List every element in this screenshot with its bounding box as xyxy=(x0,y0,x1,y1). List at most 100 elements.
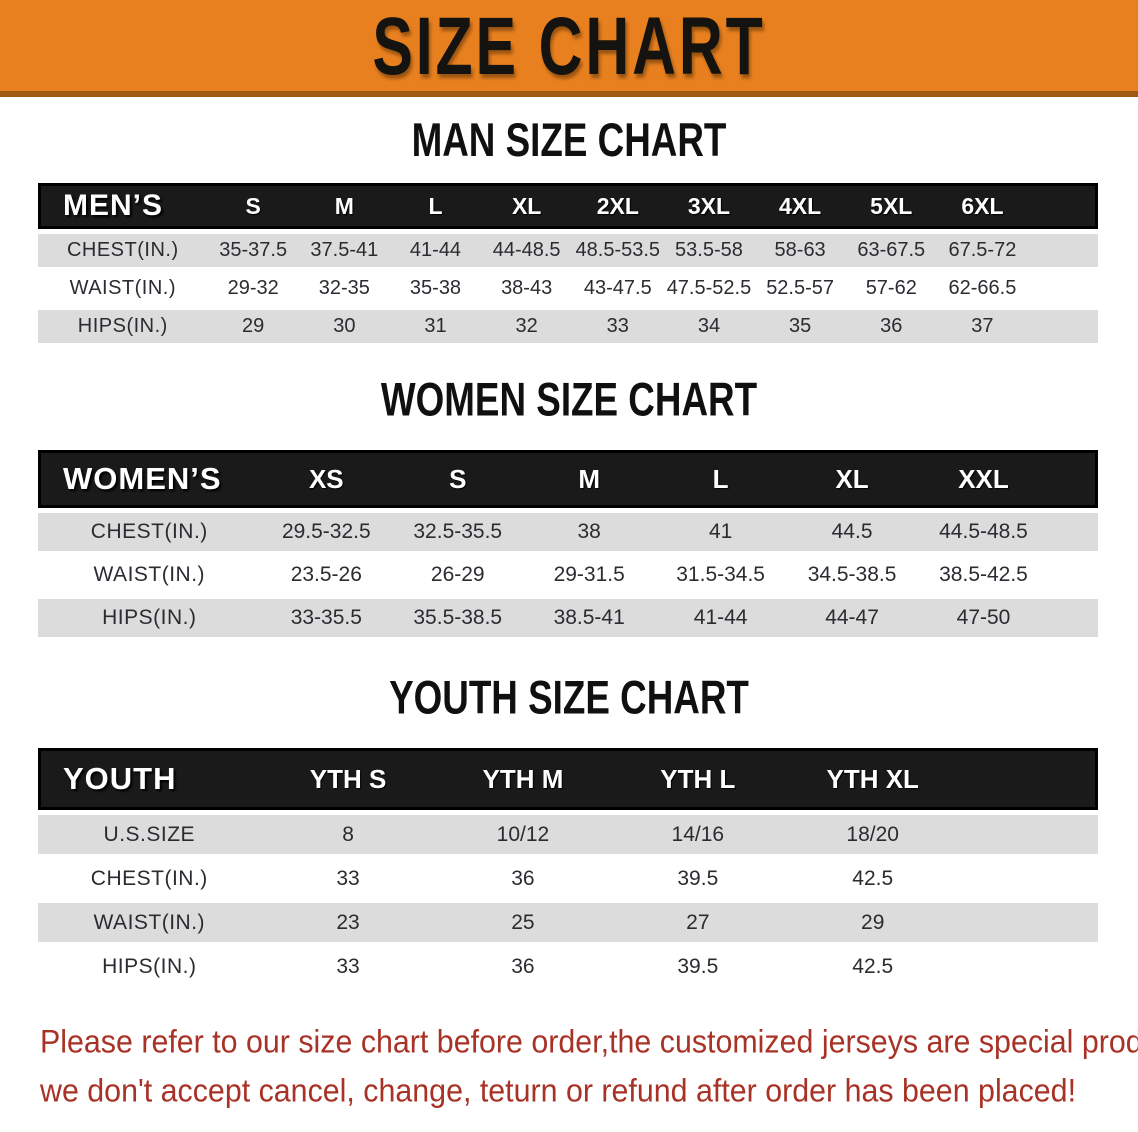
women-size-value: 35.5-38.5 xyxy=(392,599,524,637)
men-size-value: 47.5-52.5 xyxy=(663,272,755,305)
men-size-value: 30 xyxy=(298,310,390,343)
women-size-value: 41-44 xyxy=(654,599,787,637)
women-size-value: 38.5-41 xyxy=(523,599,655,637)
women-size-section: WOMEN SIZE CHART WOMEN’S XS S M L XL XXL CHEST(… xyxy=(0,374,1138,642)
men-column-header: 2XL xyxy=(572,183,664,229)
women-size-value: 34.5-38.5 xyxy=(786,556,918,594)
men-size-value: 53.5-58 xyxy=(663,234,755,267)
youth-table: YOUTH YTH S YTH M YTH L YTH XL U.S.SIZE 8 10/12… xyxy=(38,743,1098,991)
women-row-spacer xyxy=(1049,599,1098,637)
youth-size-value: 36 xyxy=(435,859,611,898)
men-column-header: 3XL xyxy=(663,183,755,229)
women-measure-row: HIPS(IN.) 33-35.5 35.5-38.5 38.5-41 41-44 44-… xyxy=(38,599,1098,637)
men-row-spacer xyxy=(1028,272,1098,305)
youth-section-heading: YOUTH SIZE CHART xyxy=(389,671,749,724)
size-chart-banner: SIZE CHART xyxy=(0,0,1138,97)
youth-header-row: YOUTH YTH S YTH M YTH L YTH XL xyxy=(38,748,1098,810)
men-header-row: MEN’S S M L XL 2XL 3XL 4XL 5XL 6XL xyxy=(38,183,1098,229)
men-size-value: 38-43 xyxy=(481,272,573,305)
men-size-value: 35 xyxy=(754,310,846,343)
youth-row-label: WAIST(IN.) xyxy=(38,903,261,942)
women-group-label: WOMEN’S xyxy=(38,450,261,508)
women-column-header: XS xyxy=(260,450,393,508)
men-size-value: 41-44 xyxy=(389,234,482,267)
women-column-header: XL xyxy=(786,450,918,508)
men-size-value: 43-47.5 xyxy=(572,272,664,305)
men-size-value: 32 xyxy=(481,310,573,343)
youth-measure-row: HIPS(IN.) 33 36 39.5 42.5 xyxy=(38,947,1098,986)
women-column-header: XXL xyxy=(917,450,1050,508)
order-disclaimer: Please refer to our size chart before or… xyxy=(40,1017,1138,1115)
men-column-header: L xyxy=(389,183,482,229)
women-size-value: 32.5-35.5 xyxy=(392,513,524,551)
women-section-heading: WOMEN SIZE CHART xyxy=(380,373,758,426)
women-header-spacer xyxy=(1049,450,1098,508)
men-size-value: 63-67.5 xyxy=(845,234,937,267)
youth-row-spacer xyxy=(960,947,1098,986)
women-size-value: 38.5-42.5 xyxy=(917,556,1050,594)
men-column-header: 4XL xyxy=(754,183,846,229)
women-size-value: 44.5-48.5 xyxy=(917,513,1050,551)
youth-size-value: 27 xyxy=(610,903,786,942)
women-size-value: 23.5-26 xyxy=(260,556,393,594)
women-size-value: 33-35.5 xyxy=(260,599,393,637)
men-column-header: S xyxy=(207,183,299,229)
women-size-value: 38 xyxy=(523,513,655,551)
women-row-label: HIPS(IN.) xyxy=(38,599,261,637)
youth-column-header: YTH L xyxy=(610,748,786,810)
youth-measure-row: WAIST(IN.) 23 25 27 29 xyxy=(38,903,1098,942)
women-size-value: 47-50 xyxy=(917,599,1050,637)
youth-size-value: 25 xyxy=(435,903,611,942)
men-column-header: M xyxy=(298,183,390,229)
men-measure-row: CHEST(IN.) 35-37.5 37.5-41 41-44 44-48.5 48.5… xyxy=(38,234,1098,267)
youth-row-label: HIPS(IN.) xyxy=(38,947,261,986)
women-measure-row: CHEST(IN.) 29.5-32.5 32.5-35.5 38 41 44.5 44.5… xyxy=(38,513,1098,551)
women-row-spacer xyxy=(1049,556,1098,594)
men-size-value: 52.5-57 xyxy=(754,272,846,305)
women-size-value: 44-47 xyxy=(786,599,918,637)
women-measure-row: WAIST(IN.) 23.5-26 26-29 29-31.5 31.5-34.5 34… xyxy=(38,556,1098,594)
youth-row-spacer xyxy=(960,815,1098,854)
men-size-value: 48.5-53.5 xyxy=(572,234,664,267)
women-table: WOMEN’S XS S M L XL XXL CHEST(IN.) 29.5-32.5 32.5… xyxy=(38,445,1098,642)
youth-size-value: 18/20 xyxy=(785,815,961,854)
men-size-value: 62-66.5 xyxy=(936,272,1028,305)
men-size-value: 37 xyxy=(936,310,1028,343)
women-row-label: CHEST(IN.) xyxy=(38,513,261,551)
youth-size-section: YOUTH SIZE CHART YOUTH YTH S YTH M YTH L YTH… xyxy=(0,672,1138,991)
women-size-value: 44.5 xyxy=(786,513,918,551)
men-size-value: 58-63 xyxy=(754,234,846,267)
men-size-value: 44-48.5 xyxy=(481,234,573,267)
men-column-header: 5XL xyxy=(845,183,937,229)
men-size-section: MAN SIZE CHART MEN’S S M L XL 2XL 3XL 4XL 5XL 6XL… xyxy=(0,115,1138,348)
youth-size-value: 42.5 xyxy=(785,859,961,898)
youth-size-value: 33 xyxy=(260,947,436,986)
women-column-header: M xyxy=(523,450,655,508)
disclaimer-line-1: Please refer to our size chart before or… xyxy=(40,1023,1138,1060)
youth-measure-row: CHEST(IN.) 33 36 39.5 42.5 xyxy=(38,859,1098,898)
youth-size-value: 29 xyxy=(785,903,961,942)
women-column-header: S xyxy=(392,450,524,508)
women-size-value: 31.5-34.5 xyxy=(654,556,787,594)
youth-row-spacer xyxy=(960,859,1098,898)
women-size-value: 29.5-32.5 xyxy=(260,513,393,551)
men-size-value: 29 xyxy=(207,310,299,343)
women-header-row: WOMEN’S XS S M L XL XXL xyxy=(38,450,1098,508)
women-size-value: 26-29 xyxy=(392,556,524,594)
men-size-value: 35-37.5 xyxy=(207,234,299,267)
youth-row-label: U.S.SIZE xyxy=(38,815,261,854)
youth-size-table: YOUTH YTH S YTH M YTH L YTH XL U.S.SIZE 8 10/12… xyxy=(38,743,1098,991)
youth-group-label: YOUTH xyxy=(38,748,261,810)
men-column-header: 6XL xyxy=(936,183,1028,229)
men-size-value: 67.5-72 xyxy=(936,234,1028,267)
men-header-spacer xyxy=(1028,183,1098,229)
youth-column-header: YTH S xyxy=(260,748,436,810)
men-row-spacer xyxy=(1028,234,1098,267)
men-size-value: 31 xyxy=(389,310,482,343)
women-row-spacer xyxy=(1049,513,1098,551)
page-title: SIZE CHART xyxy=(372,0,766,92)
men-size-table: MEN’S S M L XL 2XL 3XL 4XL 5XL 6XL CHEST(IN.) 35-37… xyxy=(38,178,1098,348)
women-size-value: 41 xyxy=(654,513,787,551)
men-size-value: 29-32 xyxy=(207,272,299,305)
men-row-label: CHEST(IN.) xyxy=(38,234,208,267)
